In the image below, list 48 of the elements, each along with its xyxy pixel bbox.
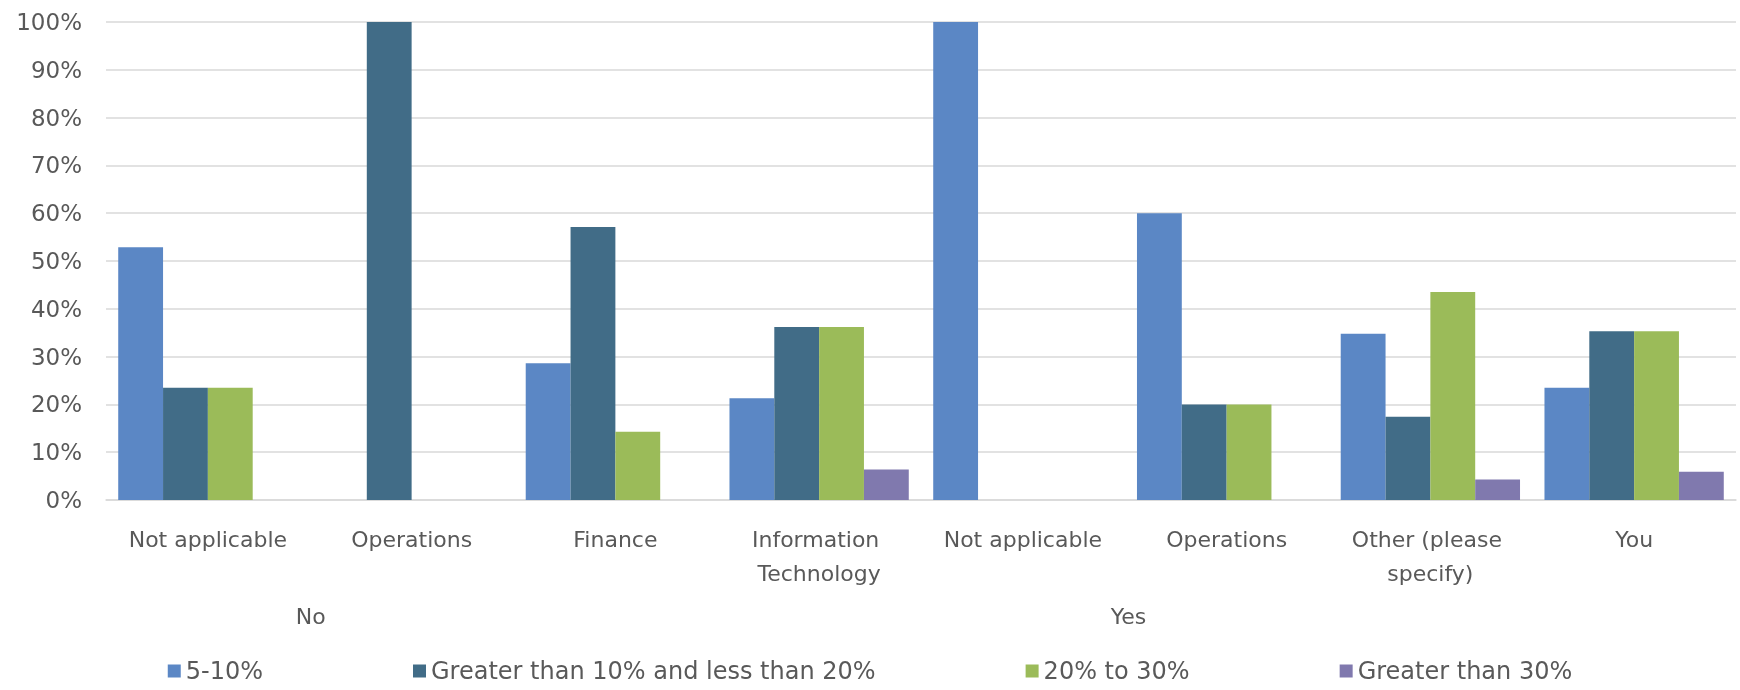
bar xyxy=(1589,331,1635,500)
y-tick-label: 90% xyxy=(30,56,82,83)
y-tick-label: 40% xyxy=(30,295,82,322)
y-tick-label: 0% xyxy=(45,487,82,513)
y-tick-label: 70% xyxy=(30,152,82,179)
bar xyxy=(819,326,864,500)
bar xyxy=(1544,387,1590,500)
y-tick-label: 10% xyxy=(30,439,82,466)
y-tick-label: 60% xyxy=(30,200,82,227)
x-tick-label: Operations xyxy=(351,526,473,552)
bar xyxy=(1678,471,1724,500)
bar xyxy=(615,431,661,500)
bar xyxy=(1136,213,1182,500)
bar xyxy=(933,22,979,500)
bar xyxy=(1385,416,1431,500)
legend-label: Greater than 30% xyxy=(1357,657,1573,685)
bar xyxy=(163,387,208,500)
y-tick-label: 100% xyxy=(16,9,82,35)
bar xyxy=(207,387,253,500)
y-tick-label: 50% xyxy=(30,248,82,274)
bar xyxy=(1475,479,1521,500)
legend-label: 5-10% xyxy=(185,657,264,685)
bar xyxy=(118,247,164,500)
bar xyxy=(1181,404,1227,500)
text: Yes xyxy=(1109,603,1147,629)
bar xyxy=(774,326,820,500)
bar xyxy=(1430,292,1476,500)
x-tick-label: Information Technology xyxy=(751,526,887,586)
x-tick-label: Not applicable xyxy=(943,526,1103,552)
bar xyxy=(1634,331,1679,500)
x-tick-label: Operations xyxy=(1166,526,1288,552)
bar xyxy=(863,469,909,500)
x-tick-label: Finance xyxy=(573,526,658,552)
legend-label: Greater than 10% and less than 20% xyxy=(431,657,876,685)
x-tick-label: Other (please specify) xyxy=(1351,526,1509,586)
x-tick-label: You xyxy=(1614,526,1654,552)
x-tick-label: Not applicable xyxy=(128,526,288,552)
bar xyxy=(1340,333,1386,500)
bar xyxy=(1226,404,1272,500)
y-tick-label: 30% xyxy=(30,343,82,370)
y-tick-label: 80% xyxy=(30,104,82,131)
bar xyxy=(366,22,412,500)
y-tick-label: 20% xyxy=(30,391,82,418)
bar xyxy=(570,227,616,500)
bar xyxy=(729,398,775,500)
text: No xyxy=(295,603,326,629)
legend-label: 20% to 30% xyxy=(1043,657,1190,685)
bar xyxy=(525,363,571,500)
